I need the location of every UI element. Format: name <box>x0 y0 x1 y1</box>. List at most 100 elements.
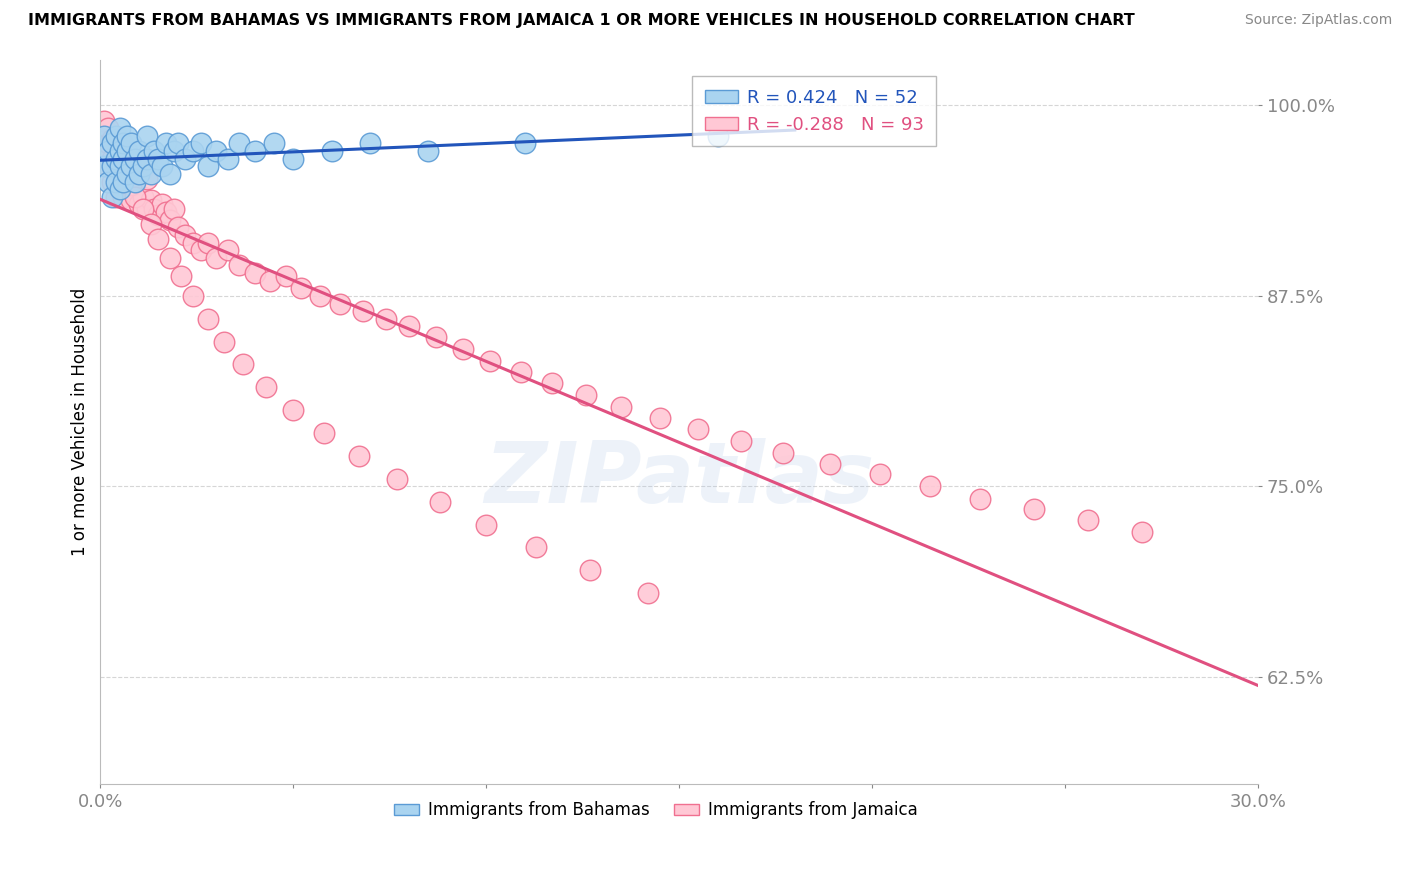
Point <box>112 175 135 189</box>
Point <box>117 144 139 158</box>
Point <box>347 449 370 463</box>
Point <box>117 152 139 166</box>
Point <box>120 167 142 181</box>
Point <box>108 159 131 173</box>
Point <box>190 136 212 151</box>
Point <box>104 162 127 177</box>
Point <box>688 421 710 435</box>
Point <box>228 136 250 151</box>
Point <box>314 426 336 441</box>
Point <box>283 152 305 166</box>
Point <box>1022 502 1045 516</box>
Point <box>132 202 155 216</box>
Point <box>132 162 155 177</box>
Point <box>97 159 120 173</box>
Point <box>132 190 155 204</box>
Point <box>101 159 124 173</box>
Point <box>321 144 343 158</box>
Point <box>228 259 250 273</box>
Point <box>1130 525 1153 540</box>
Point <box>117 128 139 143</box>
Point <box>387 472 409 486</box>
Point <box>108 132 131 146</box>
Point <box>108 182 131 196</box>
Point <box>135 202 157 216</box>
Point <box>139 217 162 231</box>
Point <box>254 380 277 394</box>
Point <box>309 289 332 303</box>
Point <box>1077 513 1099 527</box>
Point <box>352 304 374 318</box>
Point <box>143 144 166 158</box>
Point <box>190 243 212 257</box>
Point <box>205 144 228 158</box>
Point <box>243 266 266 280</box>
Point <box>155 136 177 151</box>
Point <box>610 400 633 414</box>
Point <box>97 121 120 136</box>
Point <box>148 152 170 166</box>
Point <box>101 152 124 166</box>
Point <box>174 227 197 242</box>
Point <box>135 128 157 143</box>
Point <box>290 281 312 295</box>
Point <box>217 152 239 166</box>
Point <box>513 136 536 151</box>
Point <box>429 494 451 508</box>
Point <box>128 167 150 181</box>
Point <box>283 403 305 417</box>
Point <box>101 136 124 151</box>
Point <box>101 190 124 204</box>
Point <box>108 152 131 166</box>
Y-axis label: 1 or more Vehicles in Household: 1 or more Vehicles in Household <box>72 287 89 556</box>
Point <box>104 152 127 166</box>
Point <box>263 136 285 151</box>
Point <box>166 136 188 151</box>
Point <box>212 334 235 349</box>
Point <box>124 152 146 166</box>
Point <box>170 269 193 284</box>
Point <box>108 144 131 158</box>
Point <box>120 193 142 207</box>
Point <box>969 491 991 506</box>
Point <box>274 269 297 284</box>
Point <box>181 144 204 158</box>
Point <box>359 136 381 151</box>
Point <box>197 159 219 173</box>
Point <box>128 144 150 158</box>
Point <box>706 128 728 143</box>
Text: IMMIGRANTS FROM BAHAMAS VS IMMIGRANTS FROM JAMAICA 1 OR MORE VEHICLES IN HOUSEHO: IMMIGRANTS FROM BAHAMAS VS IMMIGRANTS FR… <box>28 13 1135 29</box>
Point <box>174 152 197 166</box>
Point <box>509 365 531 379</box>
Text: ZIPatlas: ZIPatlas <box>484 438 875 521</box>
Point <box>217 243 239 257</box>
Point <box>159 212 181 227</box>
Point <box>124 190 146 204</box>
Point <box>128 167 150 181</box>
Point <box>112 136 135 151</box>
Point <box>524 541 547 555</box>
Point <box>398 319 420 334</box>
Point <box>637 586 659 600</box>
Point <box>540 376 562 390</box>
Point <box>159 167 181 181</box>
Point <box>772 446 794 460</box>
Point <box>97 144 120 158</box>
Point <box>104 190 127 204</box>
Point <box>132 159 155 173</box>
Point <box>425 330 447 344</box>
Point <box>112 190 135 204</box>
Point <box>232 358 254 372</box>
Point <box>150 197 173 211</box>
Point <box>120 178 142 192</box>
Point <box>135 171 157 186</box>
Point <box>243 144 266 158</box>
Point <box>128 197 150 211</box>
Point <box>112 162 135 177</box>
Point <box>374 311 396 326</box>
Point <box>181 289 204 303</box>
Point <box>104 136 127 151</box>
Point <box>575 388 598 402</box>
Point <box>479 354 502 368</box>
Point <box>166 220 188 235</box>
